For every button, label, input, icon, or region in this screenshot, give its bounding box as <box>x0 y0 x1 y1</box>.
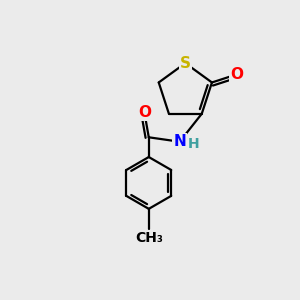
Text: O: O <box>231 67 244 82</box>
Text: N: N <box>173 134 186 149</box>
Text: O: O <box>138 105 151 120</box>
Text: CH₃: CH₃ <box>135 231 163 245</box>
Text: S: S <box>180 56 191 70</box>
Text: H: H <box>188 137 200 151</box>
